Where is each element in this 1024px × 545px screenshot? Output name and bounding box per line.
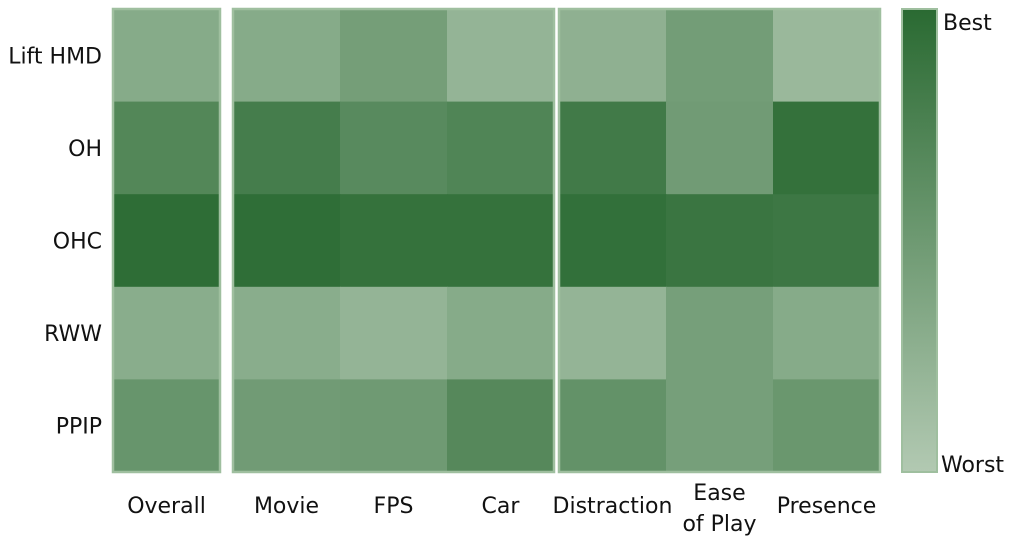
heatmap-cell-ppip-ease-of-play xyxy=(666,379,774,473)
column-label-distraction: Distraction xyxy=(553,494,673,519)
column-label-car: Car xyxy=(482,494,521,519)
row-label-rww: RWW xyxy=(44,322,102,347)
heatmap-cell-ppip-presence xyxy=(773,379,881,473)
heatmap-cell-rww-movie xyxy=(233,286,341,380)
heatmap-cell-rww-overall xyxy=(113,286,221,380)
heatmap-cell-oh-presence xyxy=(773,101,881,195)
heatmap-cell-ppip-fps xyxy=(340,379,448,473)
column-labels: Overall Movie FPS Car Distraction Ease of Play… xyxy=(127,481,876,537)
heatmap-cell-ohc-presence xyxy=(773,194,881,288)
heatmap-cell-lift-hmd-overall xyxy=(113,9,221,103)
heatmap-cell-rww-ease-of-play xyxy=(666,286,774,380)
row-label-ppip: PPIP xyxy=(56,415,102,440)
group-border-3 xyxy=(557,7,882,474)
heatmap-cell-oh-overall xyxy=(113,101,221,195)
legend-min-label: Worst xyxy=(941,453,1004,478)
heatmap-cell-rww-distraction xyxy=(559,286,667,380)
column-label-ease-of-play: Ease of Play xyxy=(682,481,756,537)
heatmap-cell-ohc-distraction xyxy=(559,194,667,288)
heatmap-cell-lift-hmd-movie xyxy=(233,9,341,103)
group-borders xyxy=(111,7,882,474)
heatmap-cell-lift-hmd-fps xyxy=(340,9,448,103)
legend-gradient-bar xyxy=(901,8,938,473)
heatmap-cell-ohc-ease-of-play xyxy=(666,194,774,288)
color-legend: Best Worst xyxy=(901,8,1004,478)
column-label-movie: Movie xyxy=(254,494,319,519)
heatmap-cell-ppip-overall xyxy=(113,379,221,473)
group-border-2 xyxy=(231,7,556,474)
row-label-lift-hmd: Lift HMD xyxy=(8,44,102,69)
row-labels: Lift HMD OH OHC RWW PPIP xyxy=(8,44,102,439)
heatmap-cell-ohc-fps xyxy=(340,194,448,288)
heatmap-cell-oh-movie xyxy=(233,101,341,195)
heatmap-cell-rww-car xyxy=(447,286,555,380)
cells-layer xyxy=(113,9,881,473)
heatmap-cell-rww-presence xyxy=(773,286,881,380)
column-label-overall: Overall xyxy=(127,494,206,519)
heatmap-cell-lift-hmd-ease-of-play xyxy=(666,9,774,103)
row-label-oh: OH xyxy=(68,137,102,162)
legend-max-label: Best xyxy=(943,11,992,36)
heatmap-cell-ppip-movie xyxy=(233,379,341,473)
heatmap-cell-lift-hmd-car xyxy=(447,9,555,103)
heatmap-cell-ohc-overall xyxy=(113,194,221,288)
heatmap-cell-oh-distraction xyxy=(559,101,667,195)
group-border-1 xyxy=(111,7,222,474)
column-label-presence: Presence xyxy=(777,494,877,519)
heatmap-cell-ohc-car xyxy=(447,194,555,288)
column-label-fps: FPS xyxy=(374,494,414,519)
heatmap-cell-rww-fps xyxy=(340,286,448,380)
heatmap-cell-ppip-distraction xyxy=(559,379,667,473)
heatmap-cell-lift-hmd-distraction xyxy=(559,9,667,103)
heatmap-cell-oh-car xyxy=(447,101,555,195)
heatmap-cell-ppip-car xyxy=(447,379,555,473)
heatmap-cell-oh-fps xyxy=(340,101,448,195)
heatmap-cell-oh-ease-of-play xyxy=(666,101,774,195)
row-label-ohc: OHC xyxy=(53,230,102,255)
heatmap-cell-ohc-movie xyxy=(233,194,341,288)
heatmap-cell-lift-hmd-presence xyxy=(773,9,881,103)
